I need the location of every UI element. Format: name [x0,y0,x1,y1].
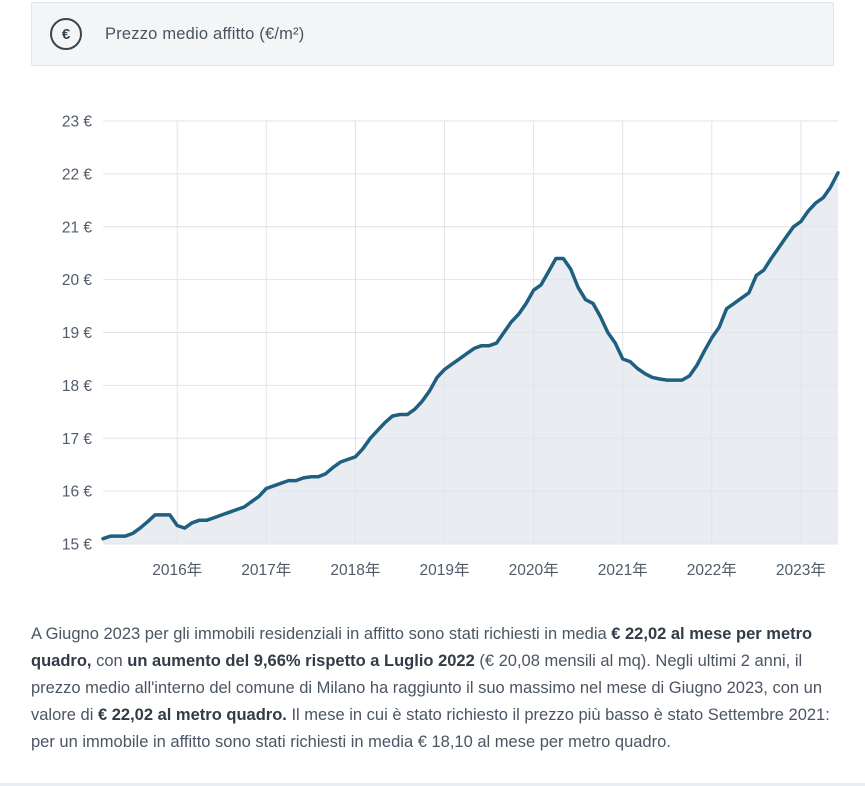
x-axis-label: 2022年 [687,561,737,579]
x-axis-label: 2023年 [776,561,826,579]
x-axis-label: 2016年 [152,561,202,579]
x-axis-label: 2020年 [509,561,559,579]
y-axis-label: 18 € [62,378,93,395]
y-axis-label: 19 € [62,325,93,342]
x-axis-label: 2021年 [598,561,648,579]
rent-price-chart: 15 € 16 € 17 € 18 € 19 € 20 € 21 € 22 € 23 € 2016… [62,114,840,579]
y-axis-label: 15 € [62,537,93,554]
chart-title: Prezzo medio affitto (€/m²) [105,24,305,43]
euro-icon: € [50,18,82,50]
y-axis-label: 22 € [62,166,93,183]
y-axis-label: 20 € [62,272,93,289]
x-axis-label: 2018年 [330,561,380,579]
y-axis-label: 21 € [62,219,93,236]
y-axis-label: 17 € [62,431,93,448]
x-axis-label: 2019年 [420,561,470,579]
price-line [101,171,840,541]
x-axis-label: 2017年 [241,561,291,579]
summary-text: A Giugno 2023 per gli immobili residenzi… [31,625,830,751]
y-axis-label: 23 € [62,114,93,131]
y-axis-label: 16 € [62,484,93,501]
chart-header-card: € Prezzo medio affitto (€/m²) [31,2,834,66]
